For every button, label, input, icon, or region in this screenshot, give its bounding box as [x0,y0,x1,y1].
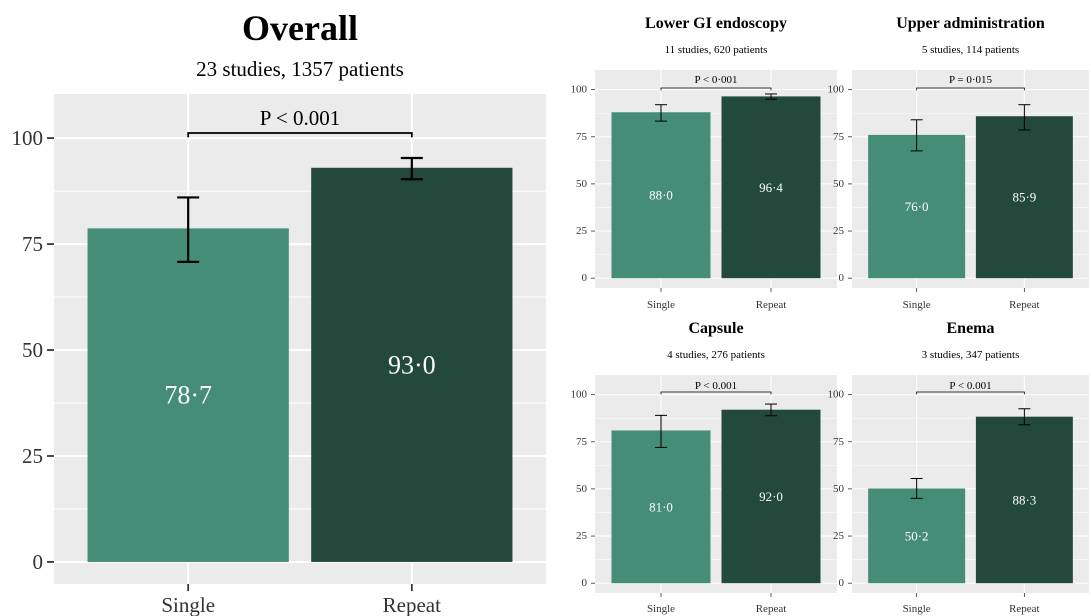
error-bar [655,414,667,448]
bar-value-label: 50·2 [905,528,929,543]
p-value-label: P < 0.001 [260,106,341,130]
y-tick-label: 25 [833,225,845,237]
bar-single [611,112,711,279]
y-tick-label: 0 [582,577,588,589]
y-tick-label: 100 [571,389,588,401]
chart-title: Lower GI endoscopy [645,15,787,32]
significance-bracket [660,391,772,395]
x-tick-label: Single [161,593,215,616]
panel-enema: 0 25 50 75 100 50·2 Single 88·3 Repeat P < 0.001 E… [828,320,1089,615]
error-bar [765,93,777,100]
y-tick-label: 25 [576,225,588,237]
y-tick-label: 100 [12,126,44,150]
bar-repeat [975,116,1073,279]
y-tick-label: 75 [576,436,588,448]
bar-value-label: 78·7 [164,381,212,410]
bar-repeat [975,416,1073,584]
chart-title: Overall [242,8,358,48]
significance-bracket [916,87,1025,91]
chart-title: Capsule [688,320,743,337]
chart-subtitle: 3 studies, 347 patients [922,349,1020,361]
bar-repeat [721,409,821,584]
error-bar [765,403,777,417]
panel-overall: 0 25 50 75 100 78·7 Single 93·0 Repeat P < 0.001 O… [12,8,546,616]
bar-single [868,134,966,279]
significance-bracket [187,132,413,138]
x-tick-label: Single [903,603,931,615]
p-value-label: P = 0·015 [949,74,993,86]
y-tick-label: 0 [33,550,44,574]
panel-upper-admin: 0 25 50 75 100 76·0 Single 85·9 Repeat P = 0·015 U… [828,15,1089,311]
y-tick-label: 75 [833,436,845,448]
x-tick-label: Repeat [1009,299,1040,311]
y-tick-label: 50 [576,483,588,495]
x-tick-label: Repeat [383,593,441,616]
y-tick-label: 75 [576,131,588,143]
error-bar [655,104,667,122]
chart-title: Upper administration [896,15,1045,32]
error-bar [177,196,200,263]
y-tick-label: 50 [22,338,43,362]
bar-single [611,430,711,584]
y-tick-label: 50 [833,483,845,495]
y-tick-label: 25 [833,530,845,542]
bar-repeat [721,96,821,279]
x-tick-label: Repeat [756,603,787,615]
bar-value-label: 85·9 [1012,190,1036,205]
chart-subtitle: 4 studies, 276 patients [667,349,765,361]
y-tick-label: 50 [576,178,588,190]
bar-value-label: 93·0 [388,350,436,379]
y-tick-label: 0 [582,272,588,284]
error-bar [910,119,923,152]
y-tick-label: 100 [571,84,588,96]
bar-value-label: 88·0 [649,188,673,203]
bar-value-label: 96·4 [759,180,783,195]
panel-lower-gi: 0 25 50 75 100 88·0 Single 96·4 Repeat P < 0·001 L… [571,15,837,311]
y-tick-label: 100 [828,389,845,401]
y-tick-label: 75 [833,131,845,143]
y-tick-label: 25 [576,530,588,542]
y-tick-label: 0 [839,272,845,284]
error-bar [1018,408,1031,426]
significance-bracket [660,87,772,91]
x-tick-label: Repeat [1009,603,1040,615]
p-value-label: P < 0.001 [695,380,737,392]
bar-single [87,228,289,562]
bar-single [868,488,966,584]
error-bar [910,478,923,499]
bar-value-label: 92·0 [759,489,783,504]
bar-repeat [311,167,513,562]
y-tick-label: 75 [22,232,43,256]
bar-value-label: 88·3 [1012,492,1036,507]
bar-value-label: 81·0 [649,499,673,514]
y-tick-label: 25 [22,444,43,468]
error-bar [400,156,423,181]
y-tick-label: 0 [839,577,845,589]
x-tick-label: Single [647,299,675,311]
p-value-label: P < 0.001 [949,380,991,392]
x-tick-label: Single [903,299,931,311]
p-value-label: P < 0·001 [694,74,737,86]
y-tick-label: 50 [833,178,845,190]
x-tick-label: Repeat [756,299,787,311]
significance-bracket [916,391,1025,395]
x-tick-label: Single [647,603,675,615]
bar-value-label: 76·0 [905,199,929,214]
panel-capsule: 0 25 50 75 100 81·0 Single 92·0 Repeat P < 0.001 C… [571,320,837,615]
chart-subtitle: 23 studies, 1357 patients [196,57,404,81]
chart-subtitle: 5 studies, 114 patients [922,44,1019,56]
chart-subtitle: 11 studies, 620 patients [665,44,768,56]
chart-title: Enema [947,320,995,337]
error-bar [1018,104,1031,131]
y-tick-label: 100 [828,84,845,96]
